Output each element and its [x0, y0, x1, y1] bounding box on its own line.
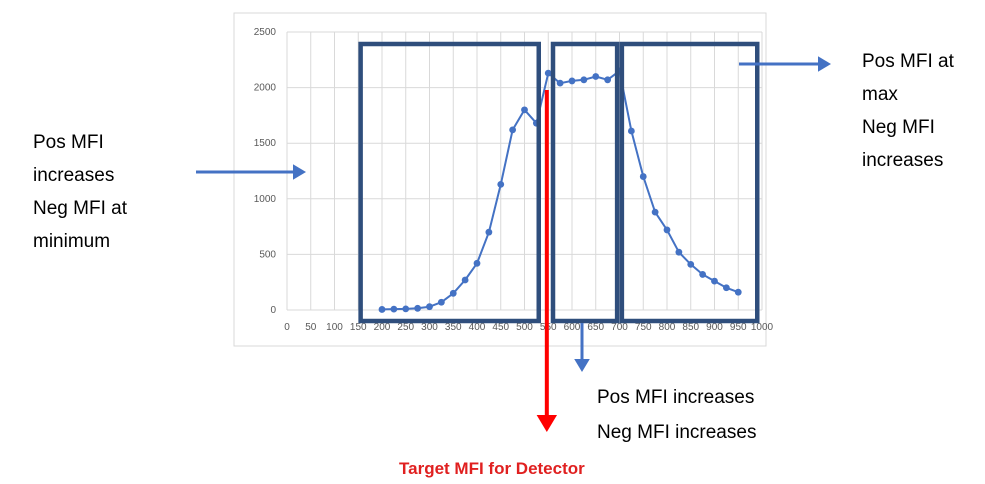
right-annotation: Pos MFI at max Neg MFI increases [862, 51, 959, 171]
y-tick-label: 2000 [254, 83, 277, 94]
data-point [675, 248, 683, 256]
y-tick-label: 1500 [254, 138, 277, 149]
region-box [619, 41, 760, 324]
data-point [568, 77, 576, 85]
data-point [437, 298, 445, 306]
data-point [734, 288, 742, 296]
x-tick-label: 300 [421, 322, 438, 333]
data-point [592, 73, 600, 80]
x-tick-label: 150 [350, 322, 367, 333]
region-boxes [358, 41, 760, 324]
x-tick-label: 950 [730, 322, 747, 333]
data-point [711, 277, 718, 285]
right-annotation-line: max [862, 84, 898, 105]
y-tick-label: 2500 [254, 27, 277, 38]
x-tick-label: 650 [587, 322, 604, 333]
data-point [580, 76, 588, 84]
left-annotation-line: Pos MFI [33, 132, 104, 153]
right-annotation-arrow-head [818, 56, 831, 72]
data-point [414, 304, 422, 312]
x-tick-label: 50 [305, 322, 317, 333]
right-annotation-line: Neg MFI [862, 117, 935, 138]
y-tick-label: 1000 [254, 194, 277, 205]
data-point [556, 79, 564, 87]
data-point [687, 261, 695, 268]
data-point [473, 259, 481, 267]
data-point [390, 305, 398, 313]
x-tick-label: 800 [659, 322, 676, 333]
data-point [497, 180, 505, 188]
data-point [651, 208, 659, 216]
data-point [722, 284, 730, 292]
x-tick-label: 250 [397, 322, 414, 333]
data-point [509, 126, 517, 134]
x-tick-label: 750 [635, 322, 652, 333]
x-tick-label: 500 [516, 322, 533, 333]
left-annotation-line: minimum [33, 231, 110, 252]
data-point [639, 173, 647, 180]
right-annotation-line: increases [862, 150, 943, 171]
x-tick-label: 0 [284, 322, 290, 333]
data-point [544, 69, 552, 77]
data-point [627, 127, 635, 135]
target-label: Target MFI for Detector [399, 459, 585, 478]
x-tick-label: 700 [611, 322, 628, 333]
gridlines [286, 31, 763, 311]
left-annotation-line: increases [33, 165, 114, 186]
data-point [699, 271, 707, 278]
x-tick-label: 450 [492, 322, 509, 333]
x-tick-label: 350 [445, 322, 462, 333]
data-point [521, 106, 528, 114]
data-point [449, 289, 457, 297]
annotation-arrows [196, 56, 831, 432]
data-point [402, 305, 410, 313]
region-box [358, 41, 541, 324]
right-annotation-line: Pos MFI at [862, 51, 955, 72]
x-tick-label: 600 [564, 322, 581, 333]
left-annotation: Pos MFI increases Neg MFI at minimum [33, 132, 132, 252]
bottom-annotation-arrow-head [574, 359, 590, 372]
data-point [485, 228, 493, 236]
data-point [663, 226, 671, 234]
left-annotation-arrow-head [293, 164, 306, 180]
data-point [461, 276, 469, 284]
data-point [378, 306, 386, 313]
x-tick-label: 400 [469, 322, 486, 333]
chart-area-frame [233, 12, 767, 347]
x-tick-label: 100 [326, 322, 343, 333]
bottom-annotation-line: Neg MFI increases [597, 422, 756, 443]
bottom-annotation-line: Pos MFI increases [597, 387, 754, 408]
bottom-annotation: Pos MFI increases Neg MFI increases [597, 387, 760, 443]
y-tick-label: 0 [270, 305, 276, 316]
left-annotation-line: Neg MFI at [33, 198, 128, 219]
y-tick-label: 500 [259, 249, 276, 260]
data-point [426, 303, 433, 311]
x-tick-label: 900 [706, 322, 723, 333]
x-tick-label: 850 [682, 322, 699, 333]
x-tick-label: 1000 [751, 322, 774, 333]
region-box [550, 41, 620, 324]
target-arrow-head [536, 415, 558, 432]
y-axis-tick-labels: 0 500 1000 1500 2000 2500 [254, 27, 277, 316]
x-tick-label: 200 [374, 322, 391, 333]
data-point [604, 76, 612, 84]
